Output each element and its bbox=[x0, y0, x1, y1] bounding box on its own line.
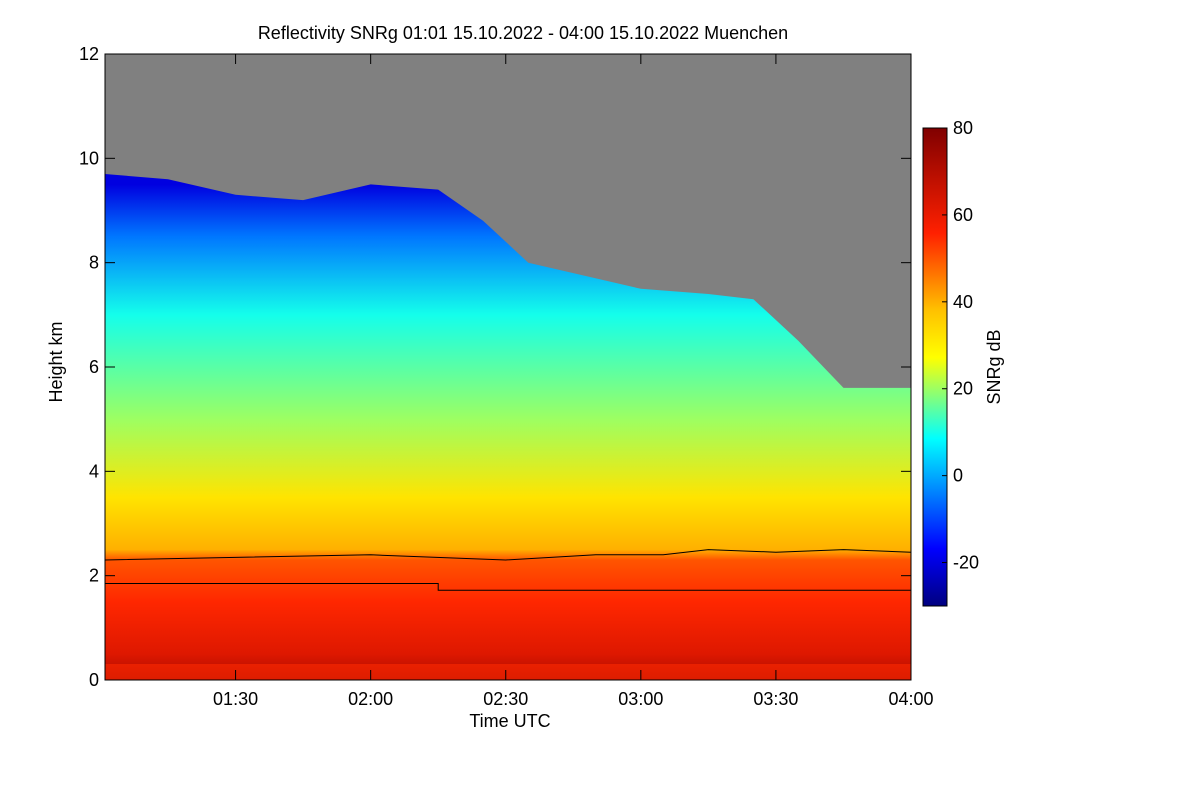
y-tick-label: 4 bbox=[89, 461, 99, 481]
y-tick-label: 12 bbox=[79, 44, 99, 64]
melting-layer-line bbox=[105, 549, 911, 561]
colorbar-tick-label: 20 bbox=[953, 379, 973, 399]
x-axis-label: Time UTC bbox=[469, 711, 550, 731]
colorbar-ticks: -20 0 20 40 60 80 bbox=[942, 118, 979, 573]
y-axis-label: Height km bbox=[46, 321, 66, 402]
x-axis: 01:30 02:00 02:30 03:00 03:30 04:00 bbox=[213, 54, 934, 709]
colorbar-tick-label: -20 bbox=[953, 553, 979, 573]
x-tick-label: 03:30 bbox=[753, 689, 798, 709]
colorbar-tick-label: 60 bbox=[953, 205, 973, 225]
x-tick-label: 02:30 bbox=[483, 689, 528, 709]
colorbar-tick-label: 0 bbox=[953, 466, 963, 486]
x-tick-label: 03:00 bbox=[618, 689, 663, 709]
y-tick-label: 0 bbox=[89, 670, 99, 690]
colorbar bbox=[922, 127, 948, 607]
y-axis: 0 2 4 6 8 10 12 bbox=[79, 44, 911, 690]
chart-title: Reflectivity SNRg 01:01 15.10.2022 - 04:… bbox=[258, 23, 788, 43]
colorbar-label: SNRg dB bbox=[984, 329, 1004, 404]
y-tick-label: 2 bbox=[89, 566, 99, 586]
y-tick-label: 6 bbox=[89, 357, 99, 377]
x-tick-label: 04:00 bbox=[888, 689, 933, 709]
plot-area bbox=[105, 54, 911, 680]
x-tick-label: 02:00 bbox=[348, 689, 393, 709]
colorbar-tick-label: 80 bbox=[953, 118, 973, 138]
ground-clutter-band bbox=[105, 664, 911, 680]
x-tick-label: 01:30 bbox=[213, 689, 258, 709]
echo-field bbox=[105, 174, 911, 680]
y-tick-label: 8 bbox=[89, 253, 99, 273]
lower-reference-line bbox=[105, 583, 911, 591]
y-tick-label: 10 bbox=[79, 148, 99, 168]
colorbar-tick-label: 40 bbox=[953, 292, 973, 312]
